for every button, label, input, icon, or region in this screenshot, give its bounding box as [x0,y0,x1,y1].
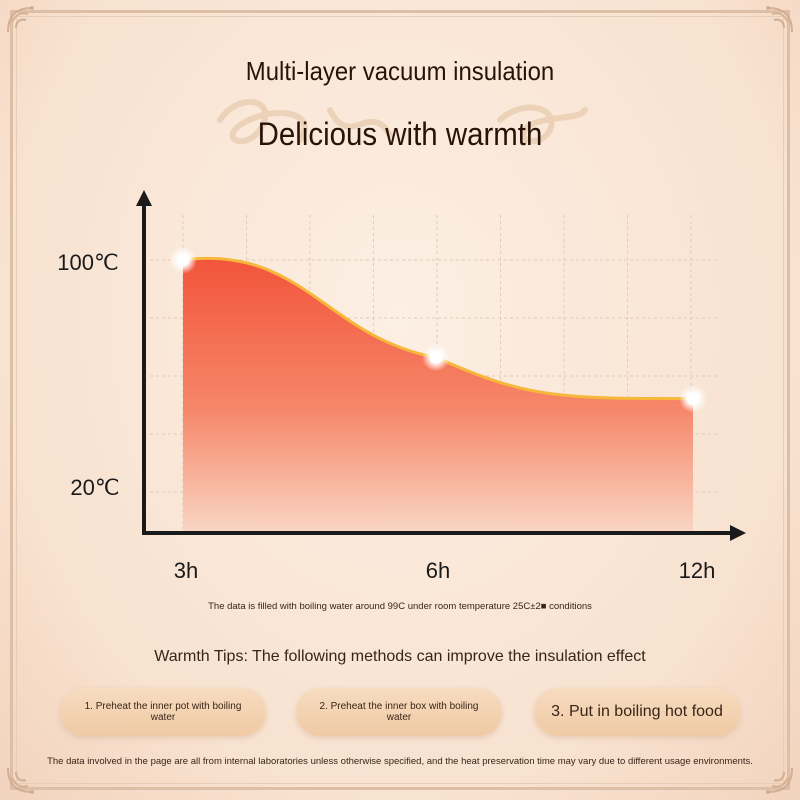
footer-disclaimer: The data involved in the page are all fr… [47,756,753,767]
tip-hot-food: 3. Put in boiling hot food [534,688,740,736]
script-watermark-icon [217,99,588,145]
y-tick-label: 100℃ [57,250,118,275]
x-tick-label: 12h [679,558,716,583]
corner-ornament-icon [766,767,793,794]
y-axis-arrow-icon [136,190,152,206]
temperature-area [183,258,693,533]
tip-preheat-box: 2. Preheat the inner box with boiling wa… [296,688,502,736]
x-tick-label: 6h [426,558,450,583]
decorative-frame [10,10,790,790]
page-subtitle: Multi-layer vacuum insulation [245,56,555,86]
decorative-inner-frame [16,16,784,784]
chart-note: The data is filled with boiling water ar… [208,601,592,612]
y-tick-label: 20℃ [70,475,119,500]
page-title: Delicious with warmth [257,116,543,152]
data-point [177,254,189,266]
corner-ornament-icon [7,6,34,33]
data-point [687,392,699,405]
x-tick-label: 3h [174,558,198,583]
tip-preheat-pot: 1. Preheat the inner pot with boiling wa… [60,688,266,736]
x-axis-arrow-icon [730,525,746,541]
tips-title: Warmth Tips: The following methods can i… [154,648,646,665]
corner-ornament-icon [766,6,793,33]
data-point [430,351,442,364]
corner-ornament-icon [7,767,34,794]
temperature-chart: 100℃ 20℃ 3h 6h 12h [57,190,746,583]
